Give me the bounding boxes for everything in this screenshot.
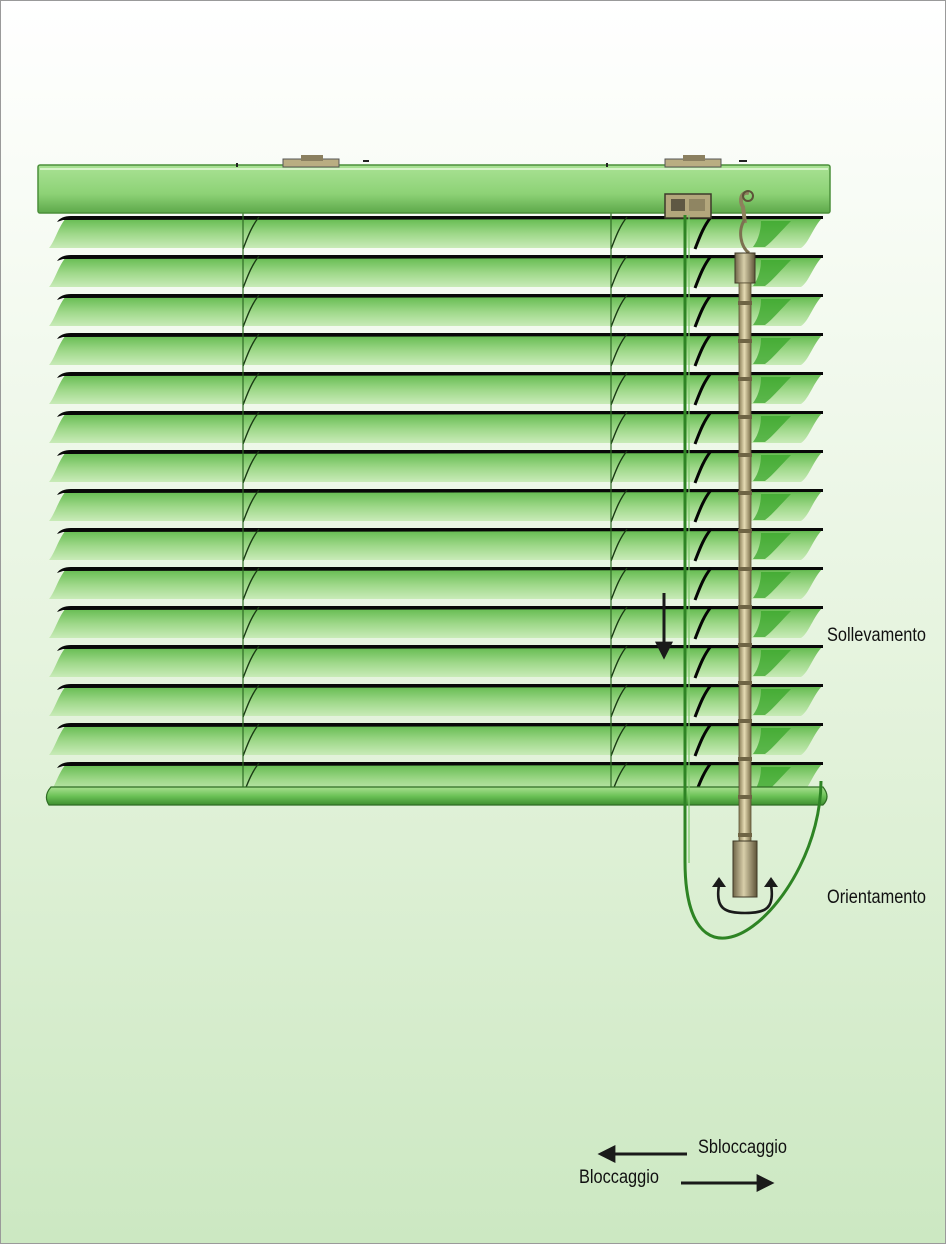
ladder-rung (242, 216, 260, 250)
ladder-rung (610, 372, 628, 406)
ladder-rung (693, 450, 713, 484)
cord-lock-icon (664, 193, 712, 219)
ladder-rung (610, 450, 628, 484)
wand-segment (738, 415, 752, 419)
mount-bracket-right (606, 155, 747, 168)
ladder-rung (610, 567, 628, 601)
wand-segment (738, 301, 752, 305)
ladder-rung (693, 372, 713, 406)
ladder-rung (242, 411, 260, 445)
ladder-rung (242, 528, 260, 562)
ladder-rung (693, 489, 713, 523)
ladder-rung (242, 567, 260, 601)
lift-label: Sollevamento (827, 625, 927, 646)
wand-segment (738, 339, 752, 343)
ladder-rung (693, 645, 713, 679)
ladder-rung (610, 723, 628, 757)
ladder-rung (693, 255, 713, 289)
ladder-rung (693, 411, 713, 445)
head-rail (37, 155, 831, 224)
ladder-cords (242, 211, 713, 801)
wand-segment (738, 757, 752, 761)
wand-segment (738, 643, 752, 647)
ladder-rung (242, 372, 260, 406)
wand-segment (738, 529, 752, 533)
ladder-rung (610, 489, 628, 523)
ladder-rung (242, 606, 260, 640)
ladder-rung (693, 528, 713, 562)
bottom-rail (45, 786, 828, 806)
ladder-rung (610, 255, 628, 289)
wand-segment (738, 605, 752, 609)
ladder-rung (610, 411, 628, 445)
mount-bracket-left (236, 155, 369, 168)
tilt-wand (732, 218, 758, 898)
ladder-rung (242, 723, 260, 757)
ladder-rung (693, 723, 713, 757)
ladder-rung (610, 606, 628, 640)
ladder-rung (610, 216, 628, 250)
ladder-rung (610, 645, 628, 679)
ladder-rung (693, 216, 713, 250)
release-label: Sbloccaggio (698, 1137, 788, 1158)
ladder-rung (610, 528, 628, 562)
wand-segment (738, 491, 752, 495)
ladder-rung (242, 450, 260, 484)
lock-label: Bloccaggio (579, 1167, 659, 1188)
ladder-rung (242, 684, 260, 718)
ladder-rung (693, 606, 713, 640)
ladder-rung (610, 294, 628, 328)
ladder-rung (610, 333, 628, 367)
lift-cord (683, 215, 823, 940)
ladder-rung (242, 489, 260, 523)
wand-segment (738, 719, 752, 723)
wand-segment (738, 681, 752, 685)
wand-segment (738, 795, 752, 799)
ladder-rung (610, 684, 628, 718)
ladder-rung (242, 333, 260, 367)
ladder-rung (693, 333, 713, 367)
rotate-arrows-icon (712, 877, 778, 915)
ladder-rung (242, 294, 260, 328)
wand-segment (738, 453, 752, 457)
ladder-rung (242, 255, 260, 289)
wand-segment (738, 567, 752, 571)
tilt-label: Orientamento (827, 887, 927, 908)
ladder-rung (693, 567, 713, 601)
ladder-rung (693, 684, 713, 718)
wand-segment (738, 377, 752, 381)
ladder-rung (693, 294, 713, 328)
wand-segment (738, 833, 752, 837)
tilt-hook-icon (739, 190, 754, 224)
ladder-rung (242, 645, 260, 679)
